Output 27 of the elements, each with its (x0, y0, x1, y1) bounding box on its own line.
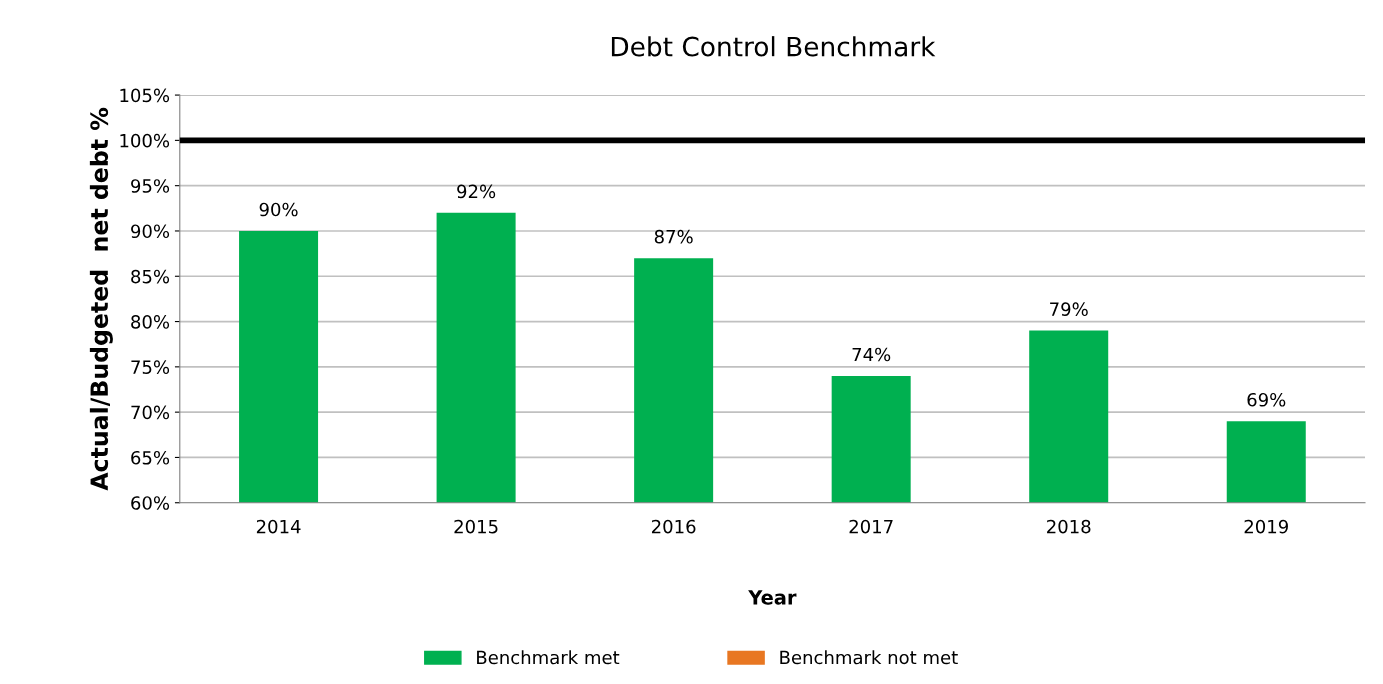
y-tick-label: 105% (120, 88, 170, 103)
x-tick-label: 2014 (256, 519, 301, 534)
x-axis-title: Year (748, 590, 797, 605)
data-label: 69% (1247, 392, 1286, 407)
y-tick-label: 80% (131, 315, 170, 329)
x-tick-label: 2016 (651, 519, 696, 534)
data-label: 92% (457, 184, 496, 199)
data-label: 79% (1050, 302, 1088, 317)
y-tick-label: 65% (131, 450, 170, 465)
data-label: 74% (852, 347, 891, 362)
data-label: 87% (654, 229, 693, 244)
legend-label: Benchmark met (477, 650, 620, 665)
y-tick-label: 85% (131, 269, 170, 284)
chart-title: Debt Control Benchmark (611, 36, 936, 57)
y-axis-title: Actual/Budgeted net debt % (89, 107, 113, 491)
y-tick-label: 75% (131, 360, 170, 374)
x-tick-label: 2018 (1047, 519, 1091, 534)
y-tick-label: 70% (131, 405, 170, 420)
y-tick-label: 60% (131, 496, 170, 510)
y-tick-label: 90% (131, 224, 170, 239)
x-tick-label: 2015 (454, 519, 498, 534)
x-tick-label: 2019 (1244, 519, 1288, 534)
y-tick-label: 95% (131, 179, 170, 193)
y-tick-label: 100% (120, 133, 170, 148)
legend-label: Benchmark not met (780, 650, 958, 665)
x-tick-label: 2017 (849, 519, 893, 534)
data-label: 90% (259, 202, 298, 217)
